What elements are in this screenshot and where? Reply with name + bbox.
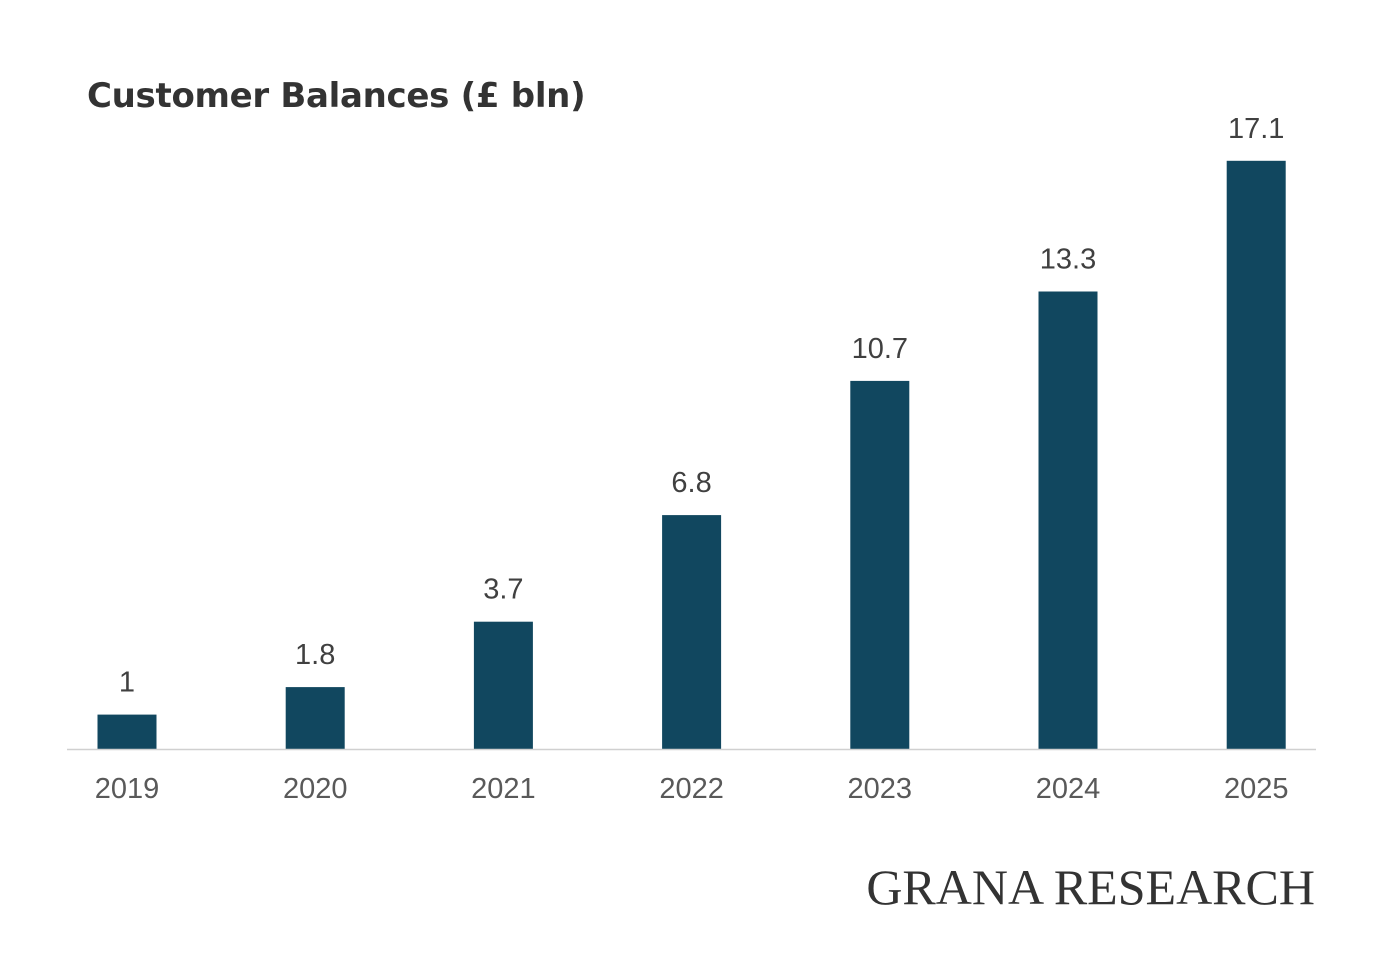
- data-label-2021: 3.7: [483, 574, 523, 606]
- data-label-2022: 6.8: [671, 467, 711, 499]
- data-label-2024: 13.3: [1040, 244, 1096, 276]
- bar-2025: [1226, 160, 1286, 750]
- x-tick-label-2022: 2022: [659, 773, 724, 805]
- bars-layer: [97, 160, 1286, 750]
- x-tick-label-2019: 2019: [95, 773, 160, 805]
- data-labels-layer: 1 1.8 3.7 6.8 10.7 13.3 17.1: [119, 113, 1284, 699]
- bar-2023: [850, 380, 910, 749]
- data-label-2023: 10.7: [852, 333, 908, 365]
- bar-2021: [473, 621, 533, 749]
- data-label-2025: 17.1: [1228, 113, 1284, 145]
- data-label-2020: 1.8: [295, 639, 335, 671]
- brand-watermark: GRANA RESEARCH: [866, 859, 1315, 915]
- bar-2020: [285, 687, 345, 749]
- x-tick-label-2020: 2020: [283, 773, 348, 805]
- x-tick-label-2023: 2023: [848, 773, 913, 805]
- bar-2022: [662, 515, 722, 749]
- x-tick-label-2021: 2021: [471, 773, 536, 805]
- x-tick-label-2025: 2025: [1224, 773, 1289, 805]
- bar-2019: [97, 714, 157, 749]
- chart-title: Customer Balances (£ bln): [87, 76, 586, 116]
- x-tick-label-2024: 2024: [1036, 773, 1101, 805]
- bar-2024: [1038, 291, 1098, 749]
- x-tick-labels-layer: 2019 2020 2021 2022 2023 2024 2025: [95, 773, 1289, 805]
- data-label-2019: 1: [119, 667, 135, 699]
